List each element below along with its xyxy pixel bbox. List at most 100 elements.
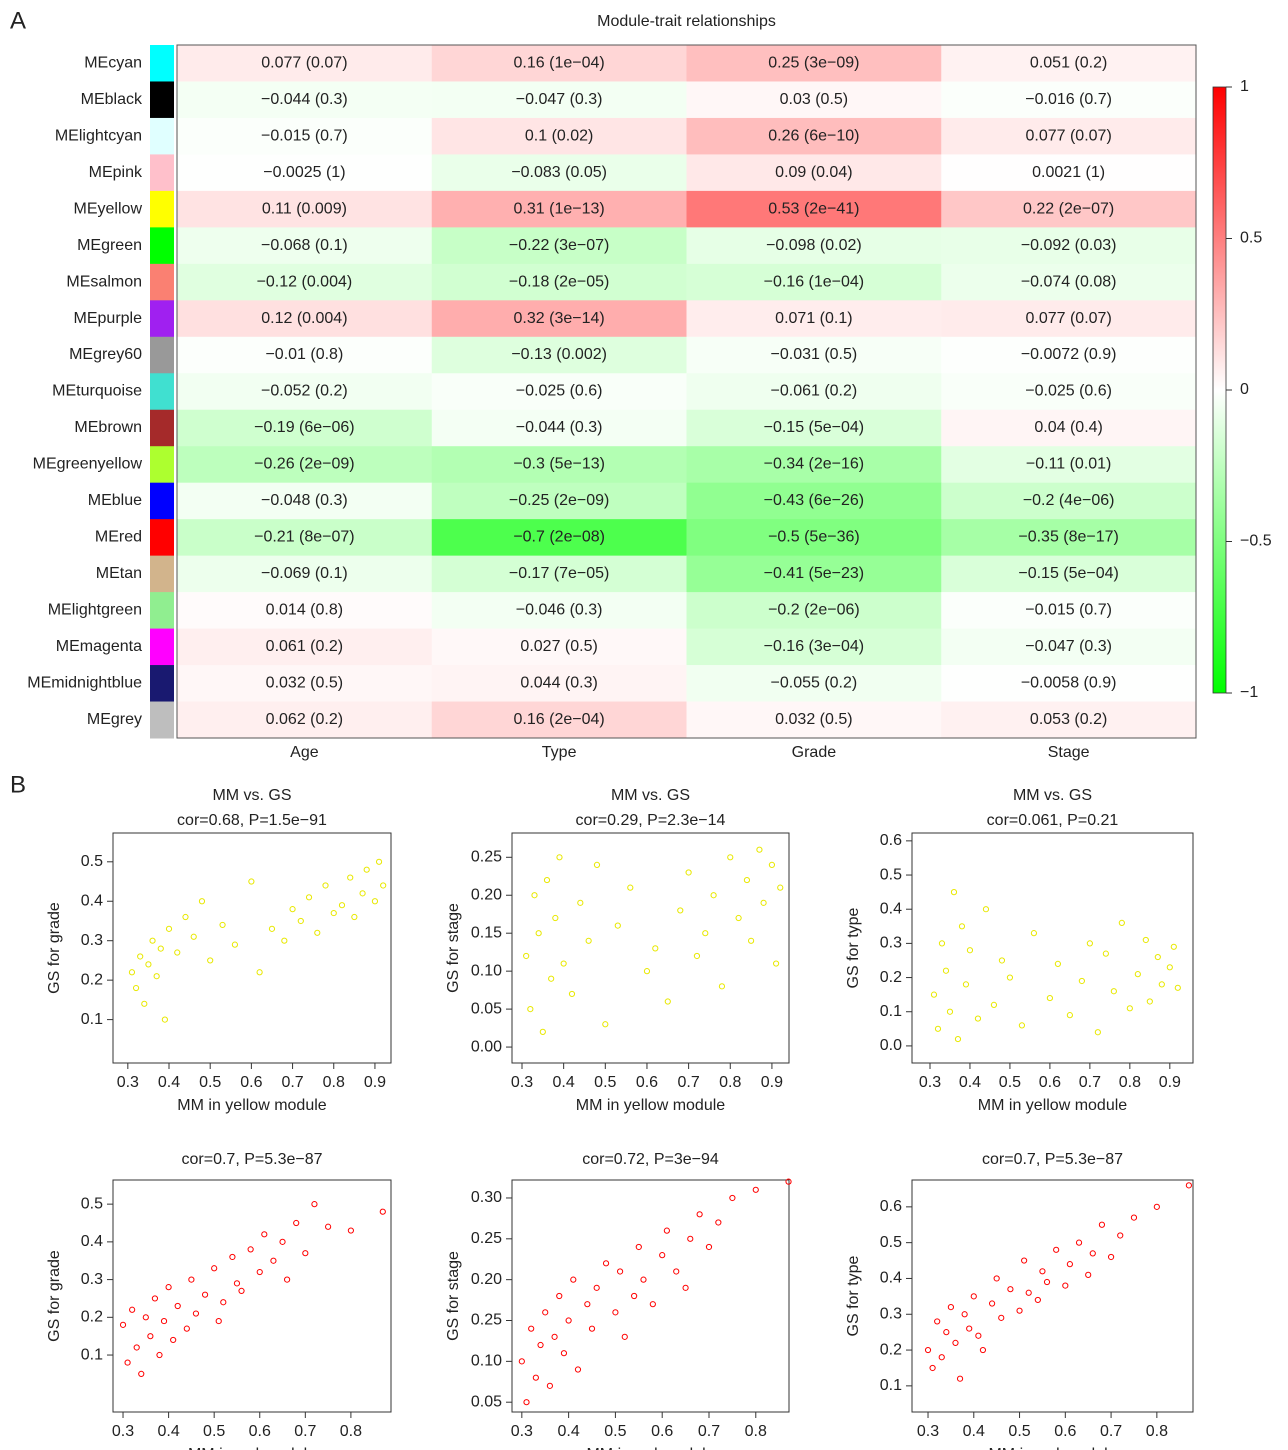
point (702, 930, 709, 937)
module-swatch (150, 519, 174, 557)
point (141, 1000, 148, 1007)
heatmap-cell (686, 45, 942, 82)
point (979, 1346, 987, 1354)
cell-label: −0.0025 (1) (263, 164, 345, 181)
point (546, 1382, 554, 1389)
cell-label: 0.077 (0.07) (1025, 127, 1111, 144)
heatmap-cell (941, 592, 1197, 630)
point (1185, 1182, 1192, 1189)
point (998, 1314, 1005, 1321)
heatmap-cell (177, 81, 433, 119)
row-label: MEblack (81, 91, 143, 108)
x-tick-label: 0.6 (636, 1074, 658, 1091)
point (574, 1366, 582, 1373)
heatmap-cell (177, 227, 433, 265)
x-tick-label: 0.3 (511, 1423, 533, 1440)
cell-label: −0.5 (5e−36) (768, 529, 860, 546)
heatmap-cell (177, 628, 433, 666)
heatmap-cell (941, 300, 1197, 338)
point (1158, 981, 1165, 988)
point (710, 892, 717, 899)
point (145, 961, 152, 968)
cell-label: −0.069 (0.1) (261, 565, 348, 582)
y-tick-label: 0.20 (471, 886, 502, 903)
heatmap-cell (941, 482, 1197, 520)
point (1066, 1261, 1073, 1268)
point (631, 1292, 638, 1300)
cell-label: 0.061 (0.2) (266, 638, 343, 655)
x-axis-label: MM in red module (988, 1446, 1116, 1450)
heatmap-cell (431, 190, 687, 228)
cell-label: −0.18 (2e−05) (509, 273, 610, 290)
point (785, 1178, 792, 1185)
point (614, 922, 621, 929)
point (993, 1275, 1000, 1282)
heatmap-cell (431, 665, 687, 703)
module-swatch (150, 665, 174, 703)
point (1075, 1239, 1083, 1246)
point (677, 907, 684, 914)
colorbar-tick-label: −1 (1240, 684, 1258, 701)
point (198, 898, 206, 905)
point (281, 937, 288, 944)
point (528, 1325, 535, 1332)
point (687, 1235, 694, 1242)
point (962, 981, 970, 988)
heatmap-cell (686, 409, 942, 447)
plot-frame (511, 1179, 790, 1413)
heatmap-cell (431, 300, 687, 338)
point (238, 1287, 245, 1295)
point (998, 957, 1006, 964)
row-label: MEgreenyellow (33, 456, 143, 473)
cell-label: −0.43 (6e−26) (764, 492, 865, 509)
point (772, 960, 780, 967)
heatmap-cell (686, 190, 942, 228)
row-label: MElightcyan (55, 127, 142, 144)
y-tick-label: 0.4 (81, 1233, 103, 1250)
point (958, 923, 966, 930)
chart-title: cor=0.72, P=3e−94 (582, 1151, 719, 1168)
point (124, 1359, 131, 1366)
x-tick-label: 0.5 (199, 1074, 221, 1091)
y-tick-label: 0.1 (81, 1011, 103, 1028)
heatmap-cell (686, 446, 942, 484)
point (229, 1253, 236, 1261)
module-swatch (150, 555, 174, 593)
point (270, 1257, 277, 1264)
x-tick-label: 0.7 (1079, 1074, 1101, 1091)
x-tick-label: 0.4 (557, 1423, 579, 1440)
cell-label: 0.062 (0.2) (266, 711, 343, 728)
y-axis-label: GS for type (845, 907, 862, 988)
chart-subtitle: cor=0.29, P=2.3e−14 (576, 812, 726, 829)
point (190, 933, 197, 940)
chart-title: MM vs. GS (212, 787, 291, 804)
point (147, 1333, 154, 1340)
point (588, 1325, 596, 1332)
x-tick-label: 0.3 (919, 1074, 941, 1091)
point (182, 913, 189, 921)
y-axis-label: GS for stage (445, 903, 462, 993)
row-label: MEcyan (84, 54, 142, 71)
y-tick-label: 0.3 (880, 1305, 902, 1322)
heatmap-cell (941, 373, 1197, 411)
cell-label: 0.077 (0.07) (1025, 310, 1111, 327)
x-tick-label: 0.8 (745, 1423, 767, 1440)
point (1085, 1271, 1092, 1278)
cell-label: −0.2 (4e−06) (1023, 492, 1115, 509)
cell-label: −0.044 (0.3) (516, 419, 603, 436)
point (612, 1309, 619, 1316)
y-tick-label: 0.2 (880, 1341, 902, 1358)
colorbar-tick-label: 0.5 (1240, 230, 1262, 247)
cell-label: 0.32 (3e−14) (514, 310, 605, 327)
point (743, 876, 751, 884)
cell-label: −0.0072 (0.9) (1021, 346, 1117, 363)
row-label: MEgrey (87, 711, 142, 728)
column-label: Stage (1048, 744, 1090, 761)
x-tick-label: 0.4 (963, 1423, 985, 1440)
y-axis-label: GS for grade (46, 1250, 63, 1342)
point (627, 884, 634, 891)
point (233, 1280, 241, 1287)
module-swatch (150, 482, 174, 520)
point (616, 1268, 624, 1275)
row-label: MEsalmon (66, 273, 142, 290)
